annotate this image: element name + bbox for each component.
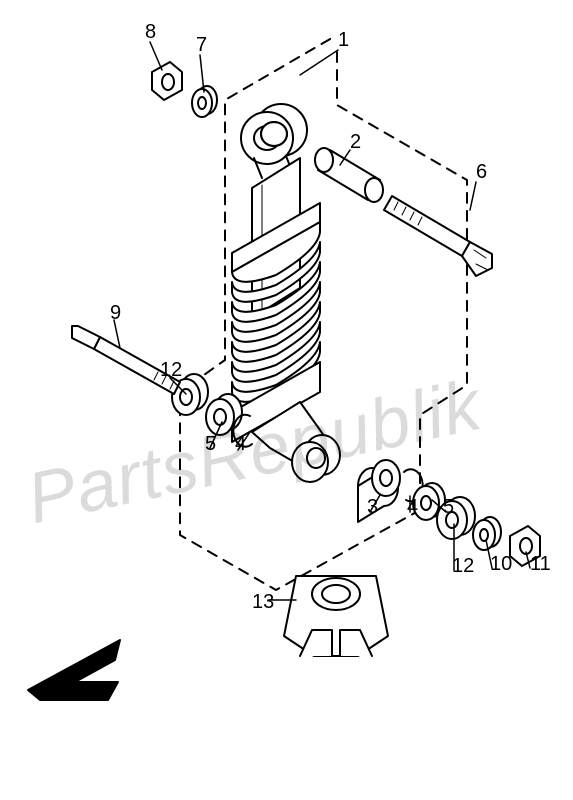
- callout-1: 1: [338, 30, 349, 50]
- callout-12: 12: [452, 556, 474, 576]
- view-direction-arrow: [28, 640, 120, 700]
- callout-13: 13: [252, 592, 274, 612]
- callout-4: 4: [407, 497, 418, 517]
- exploded-view-svg: [0, 0, 573, 800]
- callout-10: 10: [490, 554, 512, 574]
- coil-spring: [232, 203, 320, 442]
- callout-2: 2: [350, 132, 361, 152]
- callout-5: 5: [443, 497, 454, 517]
- callout-4b: 4: [235, 434, 246, 454]
- upper-nut: [152, 62, 182, 100]
- callout-11: 11: [530, 554, 551, 574]
- callout-8: 8: [145, 22, 156, 42]
- upper-spacer: [315, 148, 383, 202]
- upper-bolt: [384, 196, 492, 276]
- callout-9: 9: [110, 303, 121, 323]
- callout-7: 7: [196, 35, 207, 55]
- callout-12b: 12: [160, 360, 182, 380]
- diagram-stage: PartsRepublik 123445567891011121213: [0, 0, 573, 800]
- lower-right-bushing: [358, 460, 400, 522]
- callout-5b: 5: [205, 434, 216, 454]
- callout-6: 6: [476, 162, 487, 182]
- callout-3: 3: [367, 497, 378, 517]
- bracket: [284, 576, 388, 656]
